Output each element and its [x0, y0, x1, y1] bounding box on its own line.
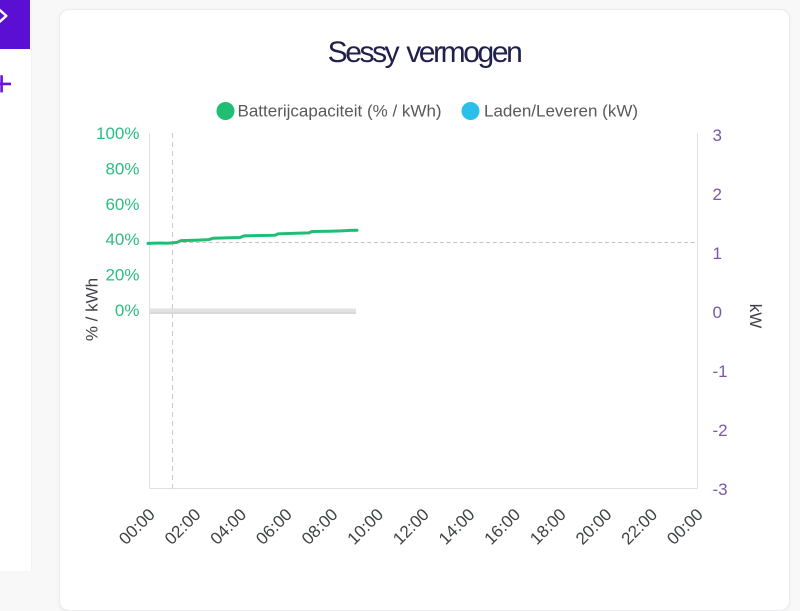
svg-text:14:00: 14:00 — [435, 505, 479, 549]
svg-text:08:00: 08:00 — [298, 505, 342, 549]
svg-text:00:00: 00:00 — [663, 505, 707, 549]
svg-text:0%: 0% — [115, 301, 140, 320]
svg-text:1: 1 — [713, 244, 722, 263]
svg-text:0: 0 — [713, 303, 722, 322]
svg-text:60%: 60% — [105, 195, 139, 214]
svg-text:3: 3 — [713, 126, 722, 145]
svg-text:18:00: 18:00 — [526, 505, 570, 549]
svg-text:04:00: 04:00 — [207, 505, 251, 549]
svg-text:kW: kW — [746, 304, 765, 329]
svg-text:20:00: 20:00 — [572, 505, 616, 549]
svg-text:-3: -3 — [713, 480, 728, 499]
svg-text:22:00: 22:00 — [618, 505, 662, 549]
svg-text:Laden/Leveren (kW): Laden/Leveren (kW) — [484, 102, 638, 121]
svg-text:10:00: 10:00 — [344, 505, 388, 549]
svg-text:02:00: 02:00 — [161, 505, 205, 549]
svg-text:00:00: 00:00 — [115, 505, 159, 549]
svg-text:20%: 20% — [105, 266, 139, 285]
svg-text:06:00: 06:00 — [252, 505, 296, 549]
svg-text:80%: 80% — [105, 159, 139, 178]
svg-text:100%: 100% — [96, 124, 139, 143]
svg-text:12:00: 12:00 — [389, 505, 433, 549]
svg-text:Batterijcapaciteit (% / kWh): Batterijcapaciteit (% / kWh) — [238, 102, 442, 121]
svg-text:% / kWh: % / kWh — [83, 278, 102, 341]
svg-text:16:00: 16:00 — [481, 505, 525, 549]
svg-text:-1: -1 — [713, 362, 728, 381]
svg-text:40%: 40% — [105, 230, 139, 249]
svg-text:-2: -2 — [713, 421, 728, 440]
svg-text:2: 2 — [713, 185, 722, 204]
